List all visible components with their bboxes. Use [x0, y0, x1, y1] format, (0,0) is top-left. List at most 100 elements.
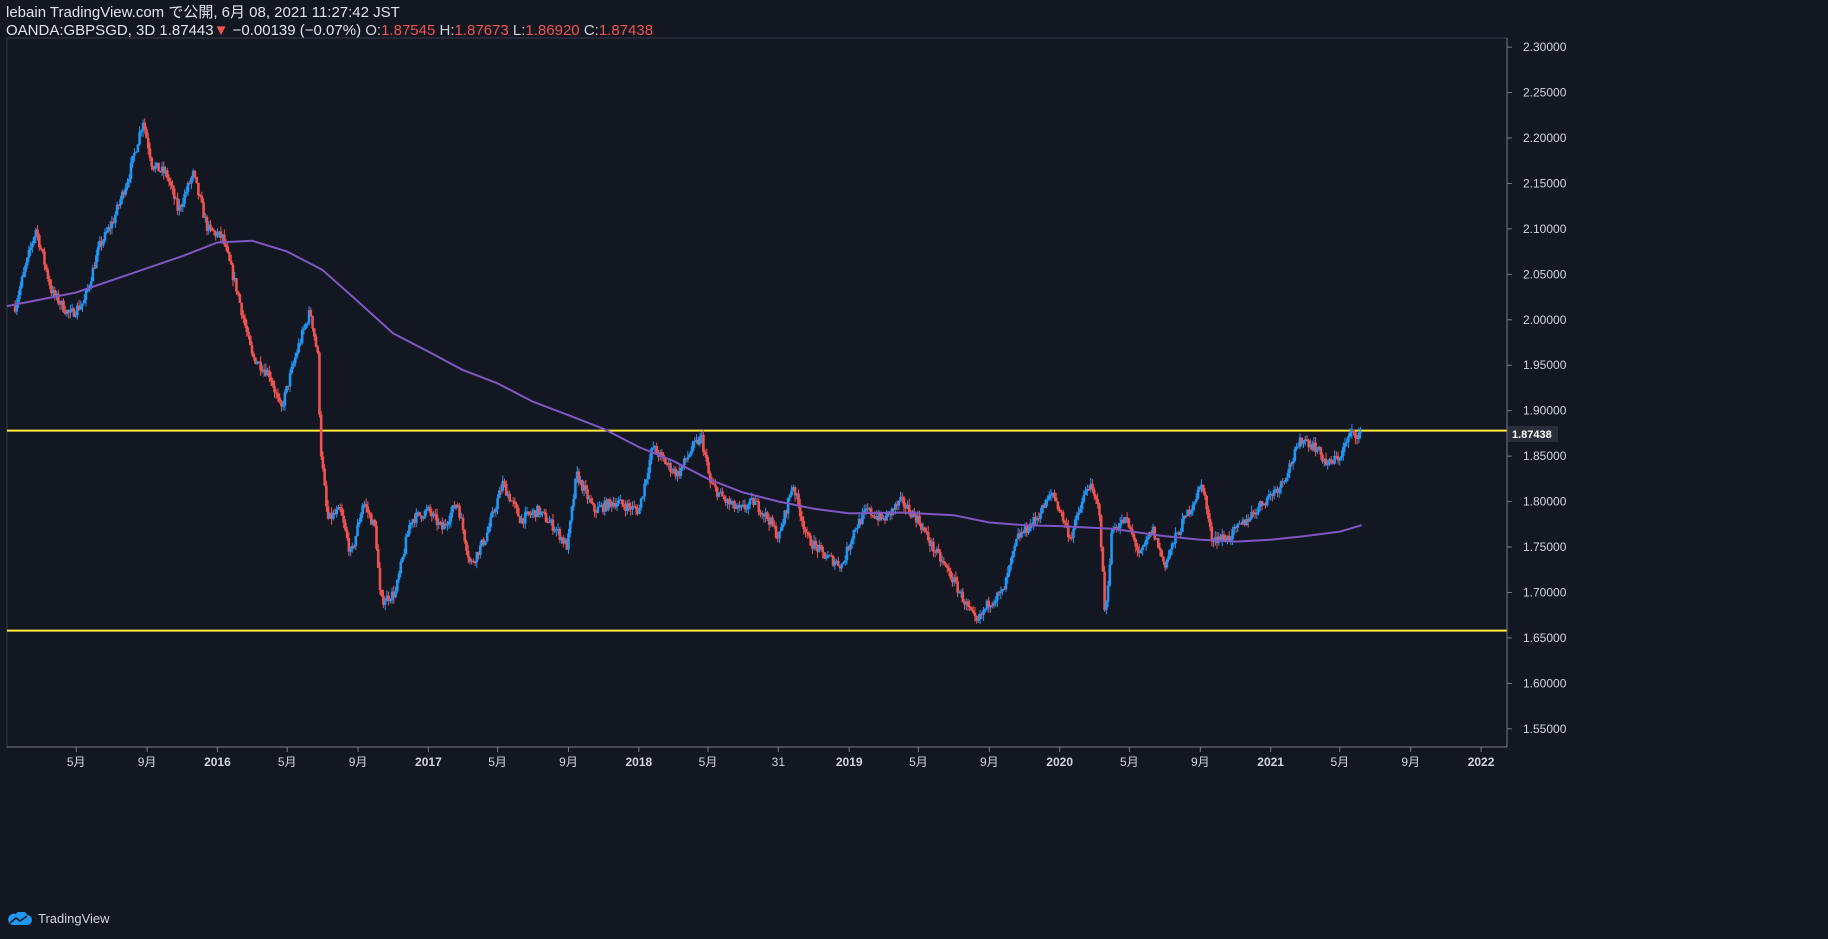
- candle-body: [53, 290, 57, 297]
- publisher-line: lebain TradingView.com で公開, 6月 08, 2021 …: [6, 4, 400, 21]
- candle-body: [852, 529, 856, 539]
- candle-body: [741, 504, 745, 506]
- candle-body: [247, 331, 250, 336]
- candle-body: [596, 506, 600, 513]
- candle-body: [89, 281, 93, 286]
- candle-body: [1075, 514, 1079, 520]
- candle-body: [1286, 472, 1290, 478]
- footer-brand[interactable]: TradingView: [38, 911, 110, 926]
- candle-body: [1220, 534, 1224, 541]
- candle-body: [1092, 489, 1096, 496]
- candle-body: [747, 504, 750, 509]
- candle-body: [504, 483, 508, 496]
- candle-body: [91, 267, 95, 282]
- candle-body: [1087, 489, 1091, 491]
- candle-body: [224, 244, 228, 247]
- tradingview-cloud-icon[interactable]: [6, 911, 32, 926]
- candle-body: [344, 522, 347, 531]
- candle-body: [529, 514, 532, 516]
- candle-body: [670, 471, 674, 473]
- candle-body: [401, 557, 404, 563]
- candle-body: [639, 498, 643, 508]
- candle-body: [930, 541, 933, 546]
- candle-body: [385, 595, 389, 602]
- close-label: C:: [583, 22, 599, 39]
- candle-body: [996, 592, 999, 601]
- candle-body: [868, 508, 871, 510]
- candle-body: [463, 529, 467, 542]
- candle-body: [594, 511, 598, 513]
- candle-body: [1226, 535, 1229, 542]
- candle-body: [738, 505, 742, 508]
- candle-body: [587, 498, 591, 500]
- candle-body: [221, 234, 224, 238]
- candle-body: [41, 249, 45, 252]
- candle-body: [771, 517, 774, 526]
- y-tick-label: 1.90000: [1523, 404, 1567, 418]
- candle-body: [698, 437, 702, 445]
- candle-body: [366, 506, 370, 513]
- candle-body: [897, 500, 901, 506]
- candle-body: [297, 343, 300, 353]
- candle-body: [811, 545, 814, 549]
- symbol-name: OANDA:GBPSGD, 3D: [6, 22, 156, 39]
- candle-body: [700, 434, 703, 438]
- candle-body: [470, 560, 473, 562]
- candle-body: [331, 513, 335, 519]
- candle-body: [285, 385, 288, 393]
- candle-body: [1108, 564, 1112, 586]
- candle-body: [376, 548, 380, 568]
- candle-body: [968, 606, 972, 608]
- candle-body: [539, 511, 543, 515]
- candle-body: [724, 498, 728, 504]
- plot-border: [6, 37, 1508, 748]
- candle-body: [994, 600, 997, 603]
- candle-body: [273, 385, 276, 393]
- candle-body: [413, 519, 416, 523]
- candle-body: [703, 451, 707, 455]
- candle-body: [1219, 536, 1222, 541]
- candle-body: [134, 152, 138, 154]
- candle-body: [586, 489, 589, 500]
- candle-body: [347, 537, 351, 552]
- candle-body: [373, 519, 377, 526]
- candle-body: [748, 499, 752, 505]
- candle-body: [696, 439, 700, 445]
- candle-body: [951, 578, 954, 583]
- candle-body: [1044, 499, 1048, 509]
- candle-body: [1175, 532, 1179, 534]
- candle-body: [1167, 555, 1170, 560]
- candle-body: [1179, 531, 1183, 535]
- candle-body: [257, 361, 261, 364]
- candle-body: [961, 591, 965, 603]
- candle-body: [264, 369, 268, 376]
- candle-body: [1253, 512, 1257, 515]
- chart-header: lebain TradingView.com で公開, 6月 08, 2021 …: [6, 4, 653, 40]
- x-tick-label: 9月: [1401, 755, 1420, 769]
- candle-body: [1252, 511, 1255, 513]
- candle-body: [427, 506, 430, 510]
- candle-body: [833, 562, 837, 566]
- candle-body: [72, 308, 76, 317]
- candle-body: [1084, 491, 1087, 495]
- candle-body: [338, 506, 342, 509]
- y-tick-label: 1.85000: [1523, 449, 1567, 463]
- candle-body: [544, 513, 548, 523]
- x-tick-label: 2019: [836, 755, 863, 769]
- candle-body: [1319, 446, 1323, 455]
- candle-body: [828, 555, 831, 557]
- candle-body: [210, 227, 214, 231]
- candle-body: [510, 500, 513, 502]
- candle-body: [814, 540, 818, 546]
- candle-body: [58, 303, 62, 305]
- candle-body: [357, 521, 361, 525]
- candle-body: [1150, 531, 1153, 534]
- candle-body: [179, 205, 183, 207]
- candle-body: [859, 518, 863, 525]
- candle-body: [617, 500, 620, 504]
- open-value: 1.87545: [381, 22, 436, 39]
- x-tick-label: 5月: [699, 755, 718, 769]
- candle-body: [36, 229, 39, 236]
- candle-body: [684, 458, 688, 460]
